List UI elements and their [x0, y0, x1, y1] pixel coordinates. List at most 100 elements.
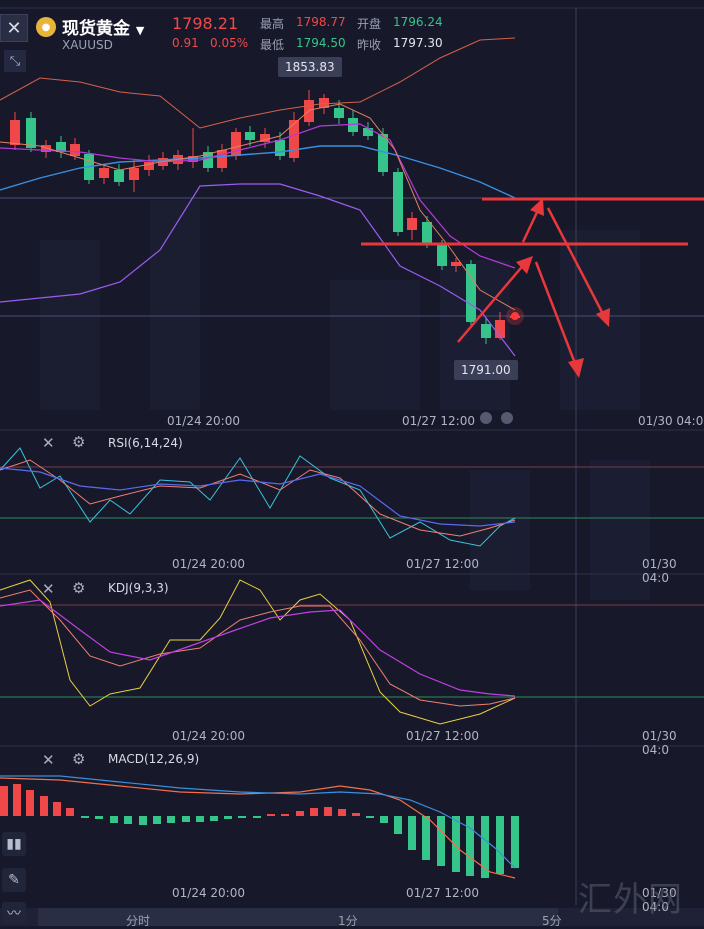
macd-histogram-bar: [182, 816, 190, 822]
ma-short: [0, 103, 516, 311]
pencil-icon: ✎: [8, 872, 20, 888]
high-value: 1798.77: [296, 15, 346, 29]
macd-histogram-bar: [310, 808, 318, 816]
macd-histogram-bar: [511, 816, 519, 868]
expand-button[interactable]: ⤡: [4, 50, 26, 72]
macd-dif-line: [0, 777, 516, 879]
candle-body: [260, 134, 270, 142]
candle-body: [319, 98, 329, 108]
rsi-x-label: 01/30 04:0: [642, 557, 677, 585]
gear-icon[interactable]: ⚙: [72, 750, 86, 768]
macd-title: MACD(12,26,9): [108, 752, 200, 766]
rsi-line-6: [0, 447, 516, 547]
candle-body: [99, 168, 109, 178]
tab-5min[interactable]: 5分: [542, 914, 562, 928]
candle-body: [348, 118, 358, 132]
instrument-title[interactable]: 现货黄金 ▼: [62, 19, 145, 39]
open-label: 开盘: [357, 17, 382, 31]
tab-1min[interactable]: 1分: [338, 914, 358, 928]
macd-histogram-bar: [366, 816, 374, 818]
kdj-x-label: 01/27 12:00: [406, 729, 479, 743]
rsi-x-label: 01/27 12:00: [406, 557, 479, 571]
draw-tool-button[interactable]: ✎: [2, 868, 26, 892]
macd-histogram-bar: [422, 816, 430, 860]
close-macd-icon[interactable]: ✕: [42, 751, 55, 769]
scroll-dot-right[interactable]: [501, 412, 513, 424]
gear-icon[interactable]: ⚙: [72, 433, 86, 451]
kdj-k-line: [0, 599, 516, 697]
prev-close-value: 1797.30: [393, 36, 443, 50]
candle-body: [363, 128, 373, 136]
price-change: 0.91: [172, 36, 199, 50]
gear-icon[interactable]: ⚙: [72, 579, 86, 597]
macd-histogram-bar: [496, 816, 504, 874]
low-label: 最低: [260, 38, 285, 52]
macd-histogram-bar: [352, 813, 360, 816]
bollinger-lower: [0, 183, 516, 357]
candle-body: [41, 145, 51, 152]
macd-histogram-bar: [437, 816, 445, 866]
line-chart-icon: 〰: [7, 906, 21, 922]
open-value: 1796.24: [393, 15, 443, 29]
macd-histogram-bar: [224, 816, 232, 819]
macd-histogram-bar: [81, 816, 89, 818]
candlestick-icon: ▮▮: [6, 836, 22, 852]
candle-body: [495, 320, 505, 338]
candle-body: [203, 152, 213, 168]
macd-histogram-bar: [281, 814, 289, 816]
high-label: 最高: [260, 17, 285, 31]
prev-close-label: 昨收: [357, 38, 382, 52]
low-value: 1794.50: [296, 36, 346, 50]
macd-histogram-bar: [466, 816, 474, 876]
close-rsi-icon[interactable]: ✕: [42, 434, 55, 452]
macd-histogram-bar: [324, 807, 332, 816]
candle-body: [217, 150, 227, 168]
macd-histogram-bar: [139, 816, 147, 825]
candle-body: [378, 134, 388, 172]
instrument-symbol: XAUUSD: [62, 38, 113, 52]
macd-histogram-bar: [394, 816, 402, 834]
x-axis-label: 01/24 20:00: [167, 414, 240, 428]
tab-timeshare[interactable]: 分时: [126, 914, 151, 928]
macd-histogram-bar: [296, 811, 304, 816]
kdj-j-line: [0, 579, 516, 725]
rsi-x-label: 01/24 20:00: [172, 557, 245, 571]
candle-body: [231, 132, 241, 156]
rsi-line-24: [0, 467, 516, 527]
macd-histogram-bar: [452, 816, 460, 872]
macd-x-label: 01/27 12:00: [406, 886, 479, 900]
macd-histogram-bar: [338, 809, 346, 816]
macd-histogram-bar: [13, 784, 21, 816]
macd-histogram-bar: [408, 816, 416, 850]
macd-histogram-bar: [0, 786, 8, 816]
candle-body: [393, 172, 403, 232]
macd-histogram-bar: [238, 816, 246, 818]
macd-x-label: 01/24 20:00: [172, 886, 245, 900]
macd-x-label: 01/30 04:0: [642, 886, 677, 914]
macd-histogram-bar: [26, 790, 34, 816]
macd-histogram-bar: [481, 816, 489, 878]
candlestick-tool-button[interactable]: ▮▮: [2, 832, 26, 856]
candle-body: [70, 144, 80, 156]
x-axis-label: 01/27 12:00: [402, 414, 475, 428]
macd-histogram-bar: [267, 814, 275, 816]
close-button[interactable]: ✕: [0, 14, 28, 42]
candle-body: [437, 244, 447, 266]
candle-body: [275, 140, 285, 156]
scroll-dot-left[interactable]: [480, 412, 492, 424]
close-icon: ✕: [6, 17, 22, 39]
macd-histogram-bar: [40, 796, 48, 816]
kdj-title: KDJ(9,3,3): [108, 581, 169, 595]
macd-histogram-bar: [153, 816, 161, 824]
macd-histogram-bar: [210, 816, 218, 821]
candle-body: [129, 168, 139, 180]
macd-dea-line: [0, 775, 516, 869]
close-kdj-icon[interactable]: ✕: [42, 580, 55, 598]
macd-histogram-bar: [66, 808, 74, 816]
candle-body: [245, 132, 255, 140]
indicator-tool-button[interactable]: 〰: [2, 902, 26, 924]
ma-long: [0, 145, 516, 199]
max-price-tag: 1853.83: [278, 57, 342, 77]
bollinger-upper: [0, 37, 516, 129]
